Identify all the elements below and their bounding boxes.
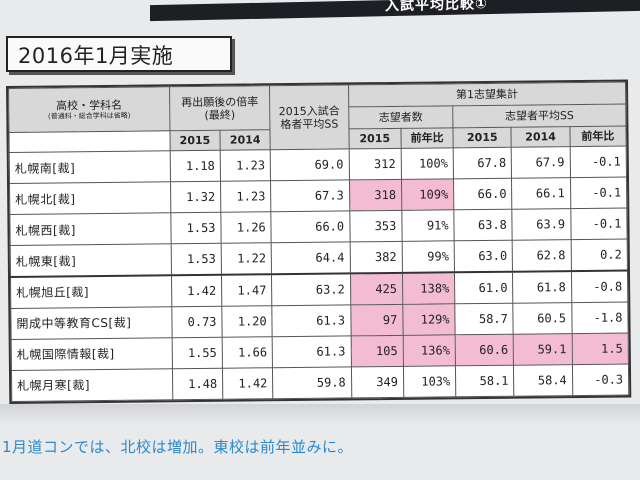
avg-ss-yoy: -0.3 [572, 363, 629, 396]
applicants: 349 [351, 366, 404, 398]
ratio-2015: 1.48 [172, 368, 223, 400]
ratio-2015: 1.32 [170, 181, 221, 214]
header-applicants: 志望者数 [348, 105, 454, 130]
summary-note: 1月道コンでは、北校は増加。東校は前年並みに。 [2, 438, 354, 456]
applicants-yoy: 138% [402, 272, 455, 305]
header-strip-text: 入試平均比較① [385, 0, 488, 15]
school-name: 札幌西[裁] [9, 213, 171, 246]
header-ss-yoy: 前年比 [569, 126, 627, 147]
ratio-2014: 1.22 [221, 243, 272, 275]
ratio-2015: 1.18 [169, 150, 221, 183]
pass-ss: 59.8 [272, 366, 352, 399]
header-first-choice: 第1志望集計 [348, 82, 626, 107]
avg-ss-2014: 60.5 [513, 302, 572, 334]
avg-ss-yoy: -0.8 [571, 270, 628, 303]
table-shadow [0, 404, 640, 424]
applicants-yoy: 136% [402, 334, 456, 367]
header-app-yoy: 前年比 [400, 127, 454, 149]
avg-ss-2015: 63.8 [453, 209, 513, 242]
school-name: 札幌北[裁] [9, 182, 171, 215]
avg-ss-2015: 61.0 [454, 271, 514, 304]
avg-ss-2015: 66.0 [453, 178, 513, 211]
applicants-yoy: 91% [401, 210, 455, 242]
school-name: 札幌旭丘[裁] [10, 275, 172, 309]
header-ratio-2015: 2015 [169, 130, 221, 151]
ratio-2015: 1.55 [171, 337, 223, 369]
avg-ss-2014: 66.1 [511, 177, 571, 210]
header-school: 高校・学科名 (普通科・総合学科は省略) [8, 86, 170, 133]
pass-ss: 66.0 [271, 211, 350, 244]
applicants-yoy: 103% [403, 365, 456, 398]
school-name: 札幌月寒[裁] [11, 368, 173, 402]
pass-ss: 69.0 [270, 149, 350, 182]
page-title: 2016年1月実施 [6, 36, 232, 72]
ratio-2014: 1.47 [221, 274, 273, 306]
avg-ss-yoy: 1.5 [571, 332, 629, 365]
results-table-panel: 高校・学科名 (普通科・総合学科は省略) 再出願後の倍率(最終) 2015入試合… [6, 79, 632, 404]
school-name: 開成中等教育CS[裁] [10, 306, 172, 340]
header-avg-ss: 志望者平均SS [452, 104, 626, 128]
avg-ss-yoy: -0.1 [570, 177, 627, 209]
ratio-2014: 1.23 [220, 181, 272, 213]
avg-ss-yoy: -0.1 [570, 208, 628, 241]
avg-ss-2015: 60.6 [455, 333, 514, 366]
ratio-2014: 1.26 [220, 212, 272, 244]
avg-ss-2014: 62.8 [512, 240, 572, 272]
header-pass-ss: 2015入試合格者平均SS [269, 84, 349, 150]
header-blank [8, 130, 170, 153]
applicants-yoy: 129% [402, 303, 456, 336]
pass-ss: 61.3 [272, 304, 351, 337]
results-table: 高校・学科名 (普通科・総合学科は省略) 再出願後の倍率(最終) 2015入試合… [8, 82, 629, 402]
school-name: 札幌東[裁] [10, 244, 172, 278]
header-ratio: 再出願後の倍率(最終) [169, 85, 271, 131]
ratio-2014: 1.42 [222, 367, 274, 400]
avg-ss-yoy: 0.2 [570, 239, 628, 272]
pass-ss: 64.4 [271, 242, 351, 275]
applicants-yoy: 109% [401, 179, 454, 211]
header-school-note: (普通科・総合学科は省略) [47, 111, 131, 121]
avg-ss-2015: 63.0 [454, 240, 513, 273]
ratio-2015: 1.53 [170, 212, 222, 245]
avg-ss-yoy: -0.1 [569, 146, 627, 178]
pass-ss: 61.3 [272, 335, 352, 368]
avg-ss-yoy: -1.8 [571, 301, 629, 334]
school-name: 札幌国際情報[裁] [11, 337, 173, 371]
ratio-2015: 0.73 [171, 305, 223, 338]
applicants: 105 [350, 335, 404, 367]
applicants: 318 [349, 179, 402, 212]
applicants: 353 [349, 210, 403, 243]
ratio-2014: 1.23 [220, 149, 271, 182]
header-strip: 入試平均比較① [150, 0, 640, 22]
applicants: 425 [350, 272, 403, 305]
header-ss-2015: 2015 [453, 127, 512, 149]
applicants: 97 [350, 304, 403, 336]
avg-ss-2015: 67.8 [453, 147, 512, 180]
avg-ss-2014: 67.9 [511, 146, 571, 179]
avg-ss-2014: 59.1 [513, 333, 573, 366]
header-ss-2014: 2014 [511, 126, 570, 148]
ratio-2014: 1.66 [222, 336, 273, 369]
avg-ss-2014: 63.9 [512, 208, 571, 241]
applicants-yoy: 100% [401, 148, 454, 180]
applicants: 382 [349, 241, 403, 274]
ratio-2015: 1.42 [171, 274, 222, 307]
avg-ss-2015: 58.1 [455, 365, 515, 397]
table-row: 札幌月寒[裁] 1.48 1.42 59.8 349 103% 58.1 58.… [11, 363, 629, 402]
school-name: 札幌南[裁] [9, 150, 171, 184]
avg-ss-2014: 61.8 [512, 271, 572, 303]
ratio-2014: 1.20 [221, 305, 273, 338]
avg-ss-2014: 58.4 [513, 364, 573, 397]
header-ratio-2014: 2014 [219, 129, 271, 151]
header-app-2015: 2015 [348, 128, 402, 150]
ratio-2015: 1.53 [170, 243, 222, 276]
applicants: 312 [348, 148, 402, 181]
pass-ss: 63.2 [271, 273, 351, 306]
applicants-yoy: 99% [402, 241, 455, 273]
pass-ss: 67.3 [270, 180, 350, 213]
avg-ss-2015: 58.7 [454, 302, 514, 335]
